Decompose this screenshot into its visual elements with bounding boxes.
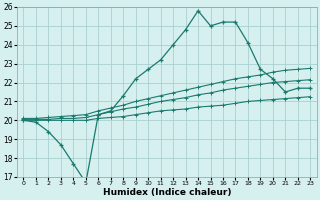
X-axis label: Humidex (Indice chaleur): Humidex (Indice chaleur) [103,188,231,197]
